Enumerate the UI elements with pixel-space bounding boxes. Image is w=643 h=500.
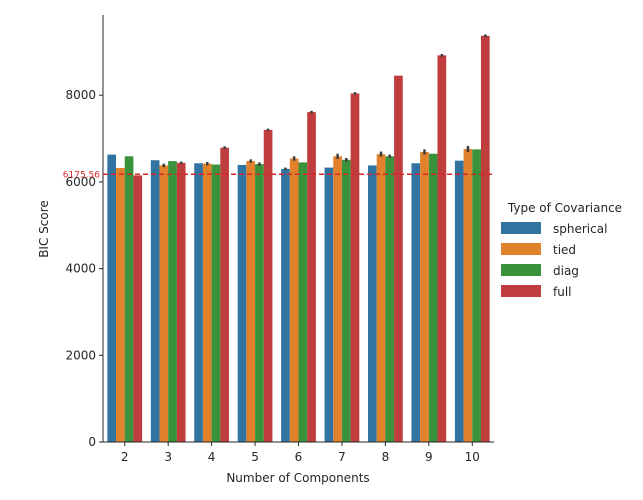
reference-line-label: 6175.56	[63, 170, 100, 180]
bar-full-10	[480, 35, 490, 443]
y-ticks: 0 2000 4000 6000 8000	[65, 88, 103, 449]
bar-spherical-7	[324, 167, 334, 442]
bars-layer	[107, 35, 490, 443]
bar-diag-2	[124, 156, 134, 442]
legend-label-full: full	[553, 285, 572, 299]
bar-diag-7	[341, 159, 351, 443]
bar-diag-6	[298, 162, 308, 442]
bar-tied-7	[333, 156, 342, 442]
bar-diag-10	[472, 149, 481, 442]
y-tick-label: 6000	[65, 175, 96, 189]
x-axis-title: Number of Components	[226, 471, 369, 485]
bar-spherical-2	[107, 154, 117, 442]
x-tick-label: 3	[164, 450, 172, 464]
x-tick-label: 8	[382, 450, 390, 464]
bar-full-8	[394, 75, 403, 442]
x-tick-label: 6	[295, 450, 303, 464]
legend-swatch-tied	[501, 243, 541, 255]
x-tick-label: 7	[338, 450, 346, 464]
bar-spherical-4	[194, 163, 203, 442]
bar-tied-2	[116, 168, 125, 442]
bar-diag-9	[428, 153, 438, 442]
bar-full-7	[350, 93, 360, 443]
legend-swatch-spherical	[501, 222, 541, 234]
bar-spherical-8	[368, 165, 377, 442]
legend-swatch-diag	[501, 264, 541, 276]
bar-spherical-10	[454, 160, 464, 442]
reference-line-group: 6175.56	[63, 170, 494, 180]
legend-label-spherical: spherical	[553, 222, 607, 236]
bar-full-9	[437, 55, 447, 442]
bar-tied-6	[289, 158, 299, 443]
legend-label-tied: tied	[553, 243, 576, 257]
legend: Type of Covariance spherical tied diag full	[501, 201, 622, 299]
bar-tied-8	[376, 154, 386, 442]
bar-spherical-6	[281, 168, 290, 442]
x-tick-label: 4	[208, 450, 216, 464]
legend-swatch-full	[501, 285, 541, 297]
y-tick-label: 0	[88, 435, 96, 449]
bar-spherical-3	[150, 160, 160, 442]
bar-full-4	[220, 147, 229, 442]
bar-tied-5	[246, 161, 256, 442]
legend-title: Type of Covariance	[507, 201, 622, 215]
legend-label-diag: diag	[553, 264, 579, 278]
x-tick-label: 5	[251, 450, 259, 464]
x-tick-label: 2	[121, 450, 129, 464]
x-tick-label: 9	[425, 450, 433, 464]
y-tick-label: 8000	[65, 88, 96, 102]
bar-diag-4	[211, 164, 221, 442]
bar-full-5	[263, 129, 273, 442]
bar-diag-8	[385, 156, 395, 442]
errorbars-layer	[162, 34, 487, 171]
y-tick-label: 2000	[65, 348, 96, 362]
y-tick-label: 4000	[65, 262, 96, 276]
x-tick-label: 10	[465, 450, 480, 464]
bar-full-6	[307, 112, 316, 442]
bar-full-2	[133, 175, 143, 442]
y-axis-title: BIC Score	[37, 200, 51, 258]
x-ticks: 2 3 4 5 6 7 8 9 10	[121, 442, 480, 464]
bar-tied-10	[463, 148, 473, 442]
bar-full-3	[176, 162, 186, 442]
bar-spherical-5	[237, 164, 247, 443]
bar-diag-5	[255, 164, 264, 442]
bar-diag-3	[168, 161, 177, 442]
bar-tied-4	[202, 163, 212, 442]
bar-tied-3	[159, 165, 169, 442]
bar-spherical-9	[411, 163, 421, 442]
bar-tied-9	[420, 151, 429, 443]
